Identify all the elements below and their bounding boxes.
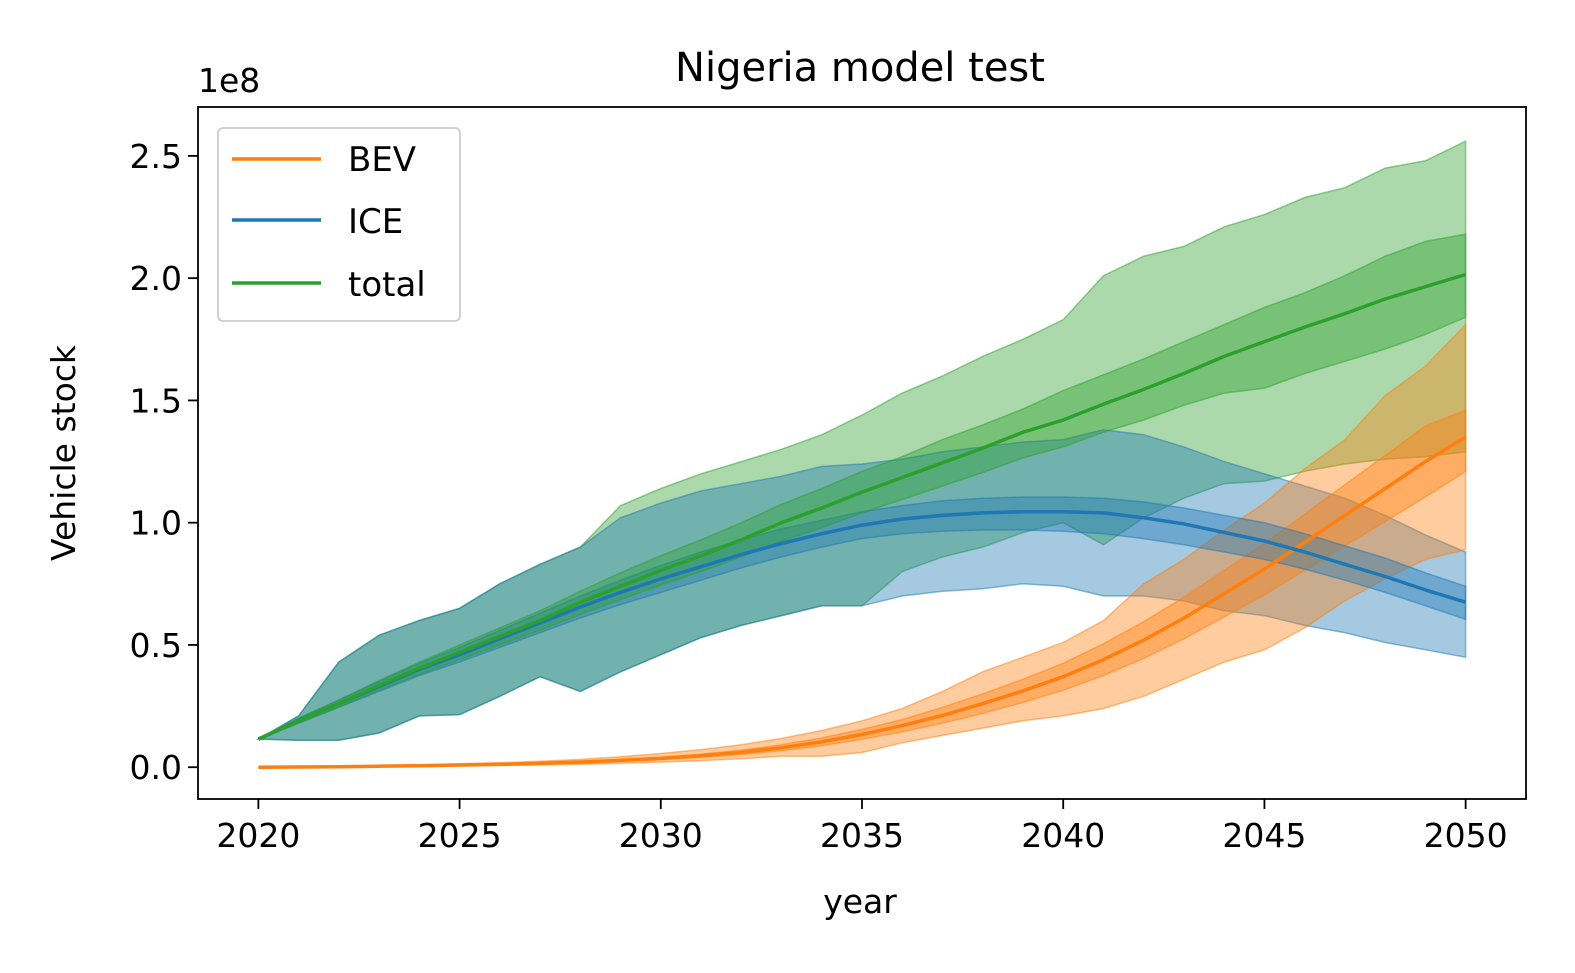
offset-label: 1e8 — [198, 61, 260, 100]
line-bev — [258, 435, 1467, 769]
x-tick-label: 2020 — [216, 816, 300, 855]
y-tick-label: 1.0 — [130, 504, 182, 543]
x-tick-label: 2025 — [418, 816, 502, 855]
legend-label-total: total — [348, 265, 426, 305]
legend-label-ice: ICE — [348, 202, 403, 242]
x-axis: 2020 2025 2030 2035 2040 2045 2050 — [216, 799, 1508, 855]
y-tick-label: 0.5 — [130, 626, 182, 665]
x-tick-label: 2030 — [619, 816, 703, 855]
line-total — [257, 272, 1467, 741]
y-axis: 0.0 0.5 1.0 1.5 2.0 2.5 — [130, 137, 198, 787]
y-axis-label: Vehicle stock — [44, 344, 83, 561]
x-axis-label: year — [823, 882, 897, 921]
x-tick-label: 2045 — [1222, 816, 1306, 855]
band-ice-inner — [258, 496, 1467, 740]
plot-area — [255, 139, 1467, 769]
x-tick-label: 2040 — [1021, 816, 1105, 855]
legend-label-bev: BEV — [348, 140, 416, 180]
legend: BEV ICE total — [217, 127, 461, 322]
chart-title: Nigeria model test — [675, 45, 1045, 91]
line-ice — [257, 509, 1467, 741]
x-tick-label: 2050 — [1424, 816, 1508, 855]
y-tick-label: 0.0 — [130, 748, 182, 787]
y-tick-label: 2.5 — [130, 137, 182, 176]
x-tick-label: 2035 — [820, 816, 904, 855]
y-tick-label: 2.0 — [130, 259, 182, 298]
y-tick-label: 1.5 — [130, 381, 182, 420]
legend-box — [217, 127, 461, 322]
